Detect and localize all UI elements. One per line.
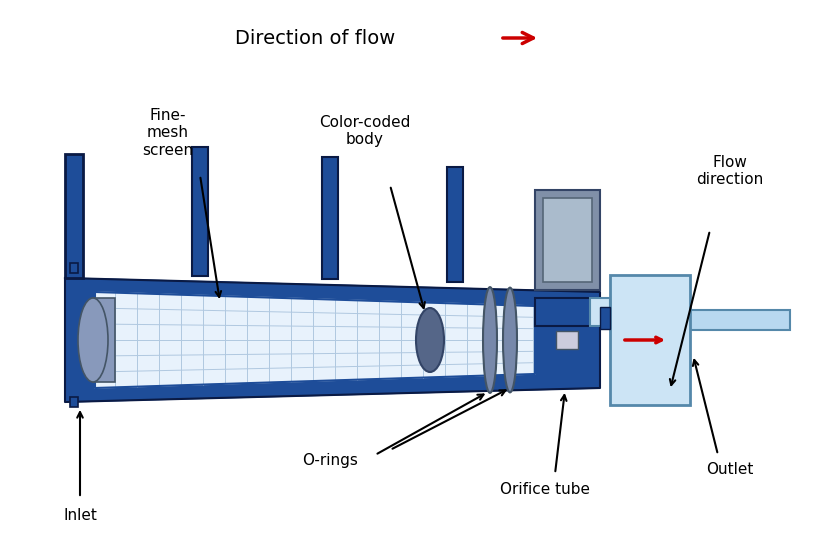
Bar	[447, 167, 463, 282]
Ellipse shape	[78, 298, 108, 382]
Ellipse shape	[416, 308, 444, 372]
Bar	[543, 198, 592, 282]
Text: O-rings: O-rings	[302, 453, 358, 468]
Bar	[535, 190, 600, 290]
Bar	[600, 307, 610, 329]
Bar	[556, 331, 578, 349]
Text: Outlet: Outlet	[706, 463, 753, 478]
Bar	[535, 298, 600, 326]
Text: Color-coded
body: Color-coded body	[319, 115, 411, 147]
Text: Flow
direction: Flow direction	[696, 155, 764, 187]
Bar	[690, 310, 790, 330]
Bar	[70, 263, 78, 273]
Bar	[590, 298, 610, 326]
Ellipse shape	[503, 287, 517, 392]
Text: Direction of flow: Direction of flow	[234, 28, 395, 47]
Bar	[322, 157, 338, 279]
Bar	[65, 154, 83, 278]
Bar	[93, 298, 115, 382]
Bar	[192, 147, 208, 276]
Polygon shape	[65, 278, 600, 402]
Text: Inlet: Inlet	[63, 507, 97, 522]
Bar	[610, 275, 690, 405]
Text: Fine-
mesh
screen: Fine- mesh screen	[143, 108, 193, 158]
Ellipse shape	[483, 287, 497, 393]
Bar	[70, 397, 78, 407]
Polygon shape	[95, 292, 535, 388]
Text: Orifice tube: Orifice tube	[500, 483, 590, 498]
